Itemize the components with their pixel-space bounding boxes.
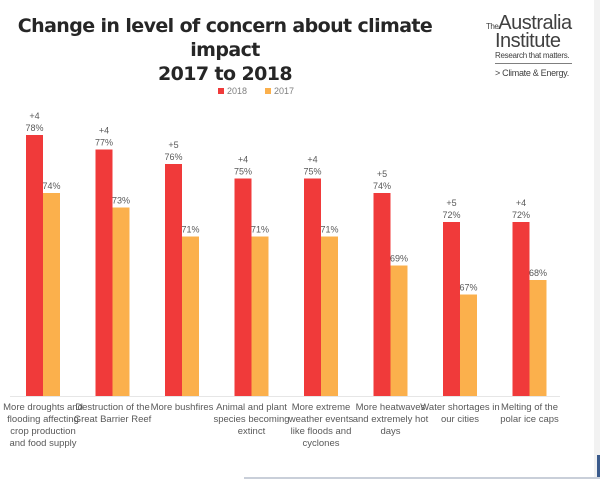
data-label-2018-1: 77% [95, 138, 113, 148]
logo-program: > Climate & Energy. [495, 68, 569, 78]
bar-2018-7 [512, 222, 530, 396]
bar-2017-5 [390, 265, 408, 396]
change-label-7: +4 [516, 198, 526, 208]
legend-item-2018: 2018 [218, 86, 247, 96]
australia-institute-logo: TheAustralia Institute Research that mat… [486, 12, 586, 78]
bar-2017-7 [529, 280, 547, 396]
data-label-2017-0: 74% [42, 181, 60, 191]
scrollbar-edge[interactable] [597, 455, 600, 477]
x-tick-label: More droughts and flooding affecting cro… [3, 402, 83, 449]
change-label-4: +4 [307, 155, 317, 165]
change-label-5: +5 [377, 169, 387, 179]
logo-the: The [486, 22, 499, 31]
data-label-2018-4: 75% [303, 167, 321, 177]
data-label-2017-5: 69% [390, 254, 408, 264]
change-label-3: +4 [238, 155, 248, 165]
data-label-2018-2: 76% [164, 152, 182, 162]
data-label-2017-4: 71% [320, 225, 338, 235]
bar-2017-0 [43, 193, 60, 396]
x-tick-label: More bushfires [150, 402, 214, 413]
legend-item-2017: 2017 [265, 86, 294, 96]
x-tick-label: More heatwaves and extremely hot days [352, 402, 429, 437]
logo-line-1: Australia [498, 12, 572, 34]
data-label-2018-0: 78% [25, 123, 43, 133]
data-label-2017-2: 71% [181, 225, 199, 235]
bar-2017-2 [182, 236, 199, 396]
chart-title: Change in level of concern about climate… [0, 14, 450, 86]
bar-2017-1 [112, 207, 130, 396]
window-edge [594, 0, 600, 479]
x-tick-label: Animal and plant species becoming extinc… [213, 402, 290, 437]
legend-swatch-2018 [218, 88, 224, 94]
logo-tagline: Research that matters. [495, 51, 570, 60]
legend-label-2018: 2018 [227, 86, 248, 96]
data-label-2017-7: 68% [529, 268, 547, 278]
x-tick-label: Destruction of the Great Barrier Reef [73, 402, 152, 425]
logo-divider [495, 63, 572, 64]
change-label-2: +5 [168, 140, 178, 150]
bar-2018-1 [95, 149, 113, 396]
data-label-2018-7: 72% [512, 210, 530, 220]
data-label-2018-5: 74% [373, 181, 391, 191]
bar-2018-6 [443, 222, 460, 396]
change-label-0: +4 [29, 111, 39, 121]
data-label-2017-1: 73% [112, 196, 130, 206]
legend-swatch-2017 [265, 88, 271, 94]
data-label-2018-3: 75% [234, 167, 252, 177]
legend-label-2017: 2017 [274, 86, 295, 96]
change-label-6: +5 [446, 198, 456, 208]
data-label-2018-6: 72% [442, 210, 460, 220]
bottom-border [244, 477, 600, 479]
x-tick-label: More extreme weather events like floods … [288, 402, 354, 449]
bar-2017-3 [251, 236, 269, 396]
bar-2018-5 [373, 193, 391, 396]
logo-line-2: Institute [495, 30, 561, 52]
bar-2017-6 [460, 294, 477, 396]
x-tick-label: Water shortages in our cities [420, 402, 500, 425]
x-tick-label: Melting of the polar ice caps [500, 402, 559, 425]
data-label-2017-3: 71% [251, 225, 269, 235]
change-label-1: +4 [99, 126, 109, 136]
bar-2018-3 [234, 178, 252, 396]
title-line-1: Change in level of concern about climate… [17, 15, 433, 61]
bar-2018-4 [304, 178, 321, 396]
bar-2018-0 [26, 135, 43, 396]
bar-2017-4 [321, 236, 338, 396]
title-line-2: 2017 to 2018 [158, 63, 293, 85]
data-label-2017-6: 67% [459, 283, 477, 293]
bar-2018-2 [165, 164, 182, 396]
